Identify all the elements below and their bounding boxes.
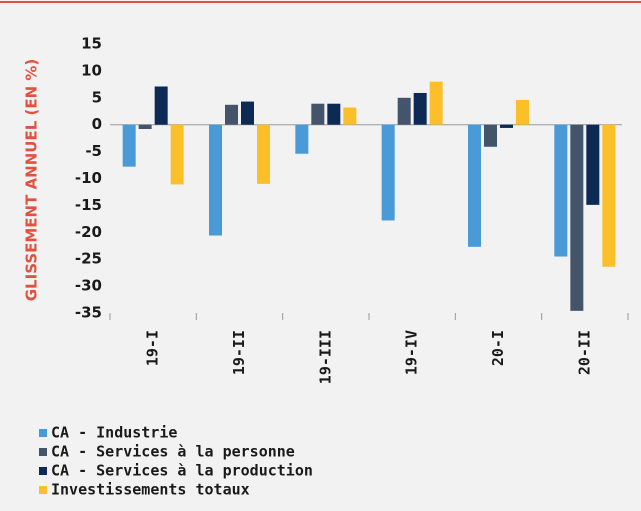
bar: [225, 104, 238, 125]
bar: [500, 124, 513, 128]
bar: [554, 124, 568, 257]
bar: [154, 86, 168, 125]
y-tick-label: 10: [81, 61, 102, 79]
x-tick-label: 19-III: [316, 330, 334, 384]
x-tick-label: 20-I: [489, 330, 507, 366]
bar: [586, 124, 600, 205]
y-tick-label: 0: [92, 115, 102, 133]
bar: [429, 81, 443, 125]
legend-label: CA - Services à la personne: [51, 443, 295, 461]
y-tick-label: 15: [81, 35, 102, 53]
legend-swatch: [39, 448, 47, 456]
x-tick-label: 19-IV: [403, 330, 421, 375]
bar: [295, 124, 309, 154]
bar: [602, 124, 616, 267]
bar: [138, 124, 152, 130]
legend-label: Investissements totaux: [51, 481, 250, 499]
y-tick-label: -10: [75, 169, 102, 187]
x-tick-label: 19-I: [144, 330, 162, 366]
x-tick-label: 19-II: [230, 330, 248, 375]
bar: [241, 101, 254, 125]
y-tick-label: -15: [75, 196, 102, 214]
legend-swatch: [39, 467, 47, 475]
legend-swatch: [39, 429, 47, 437]
bar: [516, 99, 529, 125]
x-tick-label: 20-II: [575, 330, 593, 375]
y-tick-label: -30: [75, 277, 102, 295]
bar: [170, 124, 184, 185]
bar: [343, 107, 357, 125]
bar: [209, 124, 222, 236]
bar: [381, 124, 395, 221]
y-tick-label: -25: [75, 250, 102, 268]
legend-label: CA - Industrie: [51, 424, 177, 442]
legend-swatch: [39, 486, 47, 494]
y-axis-title: GLISSEMENT ANNUEL (EN %): [23, 59, 41, 302]
bar: [327, 103, 341, 125]
y-tick-label: -35: [75, 304, 102, 322]
y-tick-label: 5: [92, 88, 102, 106]
legend-label: CA - Services à la production: [51, 462, 313, 480]
bar: [413, 92, 427, 125]
y-tick-label: -5: [85, 142, 102, 160]
bar: [570, 124, 584, 311]
bar: [311, 103, 325, 125]
bar: [257, 124, 270, 184]
bar: [397, 97, 411, 125]
bar: [468, 124, 481, 247]
y-tick-label: -20: [75, 223, 102, 241]
bar: [484, 124, 497, 147]
bar: [122, 124, 136, 167]
